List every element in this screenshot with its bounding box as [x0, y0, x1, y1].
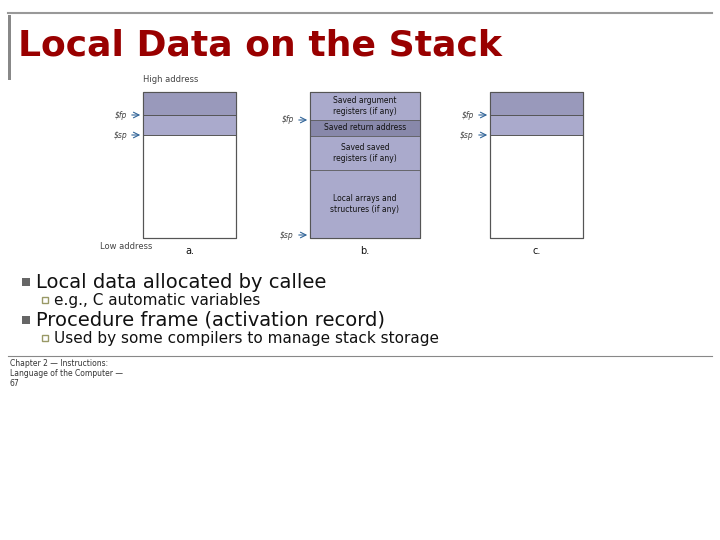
- Bar: [310, 92, 420, 238]
- Text: Local Data on the Stack: Local Data on the Stack: [18, 28, 502, 62]
- Bar: [22, 278, 30, 286]
- Text: c.: c.: [532, 246, 541, 256]
- Bar: [8, 15, 11, 80]
- Bar: [143, 115, 236, 135]
- Text: b.: b.: [361, 246, 369, 256]
- Bar: [22, 316, 30, 324]
- Text: a.: a.: [185, 246, 194, 256]
- Text: Procedure frame (activation record): Procedure frame (activation record): [36, 310, 385, 329]
- Text: High address: High address: [143, 75, 199, 84]
- Text: e.g., C automatic variables: e.g., C automatic variables: [54, 293, 261, 307]
- Bar: [490, 92, 583, 115]
- Text: $fp: $fp: [462, 111, 474, 119]
- Text: Saved saved
registers (if any): Saved saved registers (if any): [333, 143, 397, 163]
- Text: $sp: $sp: [460, 131, 474, 139]
- Text: 67: 67: [10, 379, 19, 388]
- Text: $sp: $sp: [113, 131, 127, 139]
- Bar: [310, 136, 420, 170]
- Text: Low address: Low address: [100, 242, 153, 251]
- Bar: [42, 335, 48, 341]
- Bar: [310, 92, 420, 120]
- Bar: [490, 115, 583, 135]
- Bar: [143, 92, 236, 238]
- Text: Used by some compilers to manage stack storage: Used by some compilers to manage stack s…: [54, 330, 439, 346]
- Text: $fp: $fp: [282, 116, 294, 125]
- Text: Chapter 2 — Instructions:: Chapter 2 — Instructions:: [10, 359, 108, 368]
- Bar: [143, 92, 236, 238]
- Text: Local data allocated by callee: Local data allocated by callee: [36, 273, 326, 292]
- Text: Saved argument
registers (if any): Saved argument registers (if any): [333, 96, 397, 116]
- Bar: [310, 170, 420, 238]
- Bar: [42, 297, 48, 303]
- Text: Local arrays and
structures (if any): Local arrays and structures (if any): [330, 194, 400, 214]
- Bar: [310, 120, 420, 136]
- Bar: [143, 92, 236, 115]
- Bar: [490, 92, 583, 238]
- Text: Language of the Computer —: Language of the Computer —: [10, 369, 123, 378]
- Bar: [310, 92, 420, 238]
- Text: Saved return address: Saved return address: [324, 124, 406, 132]
- Text: $sp: $sp: [280, 231, 294, 240]
- Bar: [490, 92, 583, 238]
- Text: $fp: $fp: [114, 111, 127, 119]
